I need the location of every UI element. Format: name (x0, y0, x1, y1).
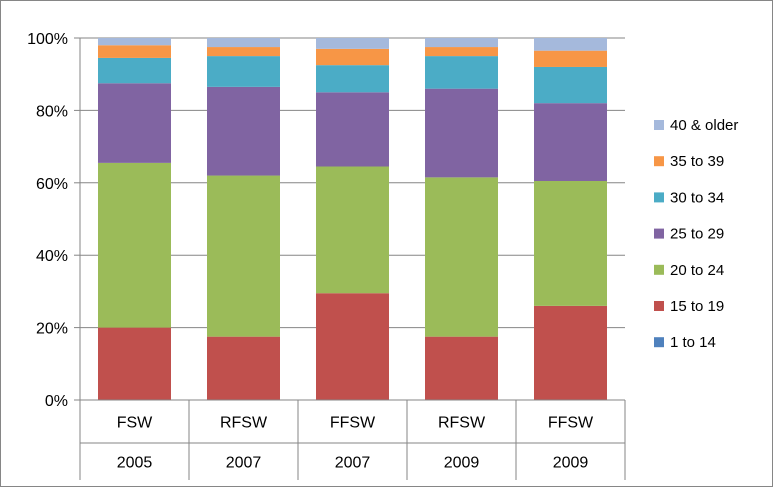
x-group-label: 2005 (117, 455, 153, 472)
x-category-label: RFSW (220, 415, 268, 432)
bar-segment-25-to-29 (207, 86, 280, 176)
bar-segment-30-to-34 (98, 57, 171, 84)
y-axis-ticks: 0% 20% 40% 60% 80% 100% (27, 31, 80, 410)
legend-swatch (654, 120, 664, 130)
bar-segment-15-to-19 (534, 305, 607, 400)
x-group-label: 2007 (335, 455, 371, 472)
bar-segment-35-to-39 (98, 45, 171, 58)
legend-swatch (654, 337, 664, 348)
bar-segment-40-older (534, 38, 607, 51)
bar-segment-20-to-24 (98, 162, 171, 328)
legend: 40 & older 35 to 39 30 to 34 25 to 29 20 to … (654, 117, 738, 351)
bar-segment-15-to-19 (207, 336, 280, 400)
bar-segment-25-to-29 (316, 92, 389, 167)
legend-label: 35 to 39 (670, 153, 724, 170)
bar-segment-15-to-19 (425, 336, 498, 400)
y-tick-label: 40% (36, 248, 68, 265)
bar-segment-40-older (98, 38, 171, 46)
bar-segment-15-to-19 (316, 293, 389, 400)
legend-label: 30 to 34 (670, 189, 724, 206)
bar-segment-20-to-24 (425, 177, 498, 337)
bar-segment-30-to-34 (207, 56, 280, 87)
x-category-label: FFSW (330, 415, 376, 432)
x-group-label: 2009 (553, 455, 589, 472)
y-tick-label: 60% (36, 176, 68, 193)
bar-segment-30-to-34 (425, 56, 498, 89)
x-category-label: RFSW (438, 415, 486, 432)
bar-segment-20-to-24 (207, 175, 280, 337)
legend-label: 20 to 24 (670, 262, 724, 279)
bar-segment-30-to-34 (534, 66, 607, 104)
bars (98, 38, 607, 400)
bar-segment-25-to-29 (98, 83, 171, 163)
legend-label: 1 to 14 (670, 334, 716, 351)
legend-label: 25 to 29 (670, 226, 724, 243)
bar-segment-40-older (316, 38, 389, 49)
legend-label: 15 to 19 (670, 298, 724, 315)
x-category-label: FSW (117, 415, 153, 432)
bar-segment-35-to-39 (207, 47, 280, 57)
bar-segment-15-to-19 (98, 327, 171, 400)
y-tick-label: 100% (27, 31, 68, 48)
legend-swatch (654, 301, 664, 311)
y-tick-label: 80% (36, 103, 68, 120)
bar-segment-35-to-39 (425, 47, 498, 57)
x-category-label: FFSW (548, 415, 594, 432)
bar-segment-35-to-39 (534, 50, 607, 67)
bar-segment-25-to-29 (534, 103, 607, 181)
bar-segment-25-to-29 (425, 88, 498, 178)
legend-swatch (654, 264, 664, 275)
y-tick-label: 0% (45, 393, 68, 410)
x-group-label: 2009 (444, 455, 480, 472)
legend-swatch (654, 156, 664, 167)
x-axis-categories: FSW 2005 RFSW 2007 FFSW 2007 RFSW 2009 FFSW 2009 (79, 400, 626, 480)
bar-segment-20-to-24 (534, 180, 607, 306)
legend-swatch (654, 192, 664, 203)
bar-segment-40-older (207, 38, 280, 48)
legend-swatch (654, 228, 664, 239)
x-group-label: 2007 (226, 455, 262, 472)
bar-segment-20-to-24 (316, 166, 389, 294)
bar-segment-35-to-39 (316, 48, 389, 66)
legend-label: 40 & older (670, 117, 738, 134)
axes (79, 38, 625, 401)
bar-segment-40-older (425, 38, 498, 48)
y-tick-label: 20% (36, 321, 68, 338)
bar-segment-30-to-34 (316, 65, 389, 93)
